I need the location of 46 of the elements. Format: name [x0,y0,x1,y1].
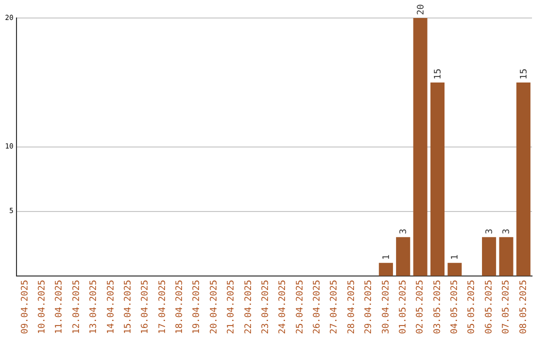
data-label: 15 [519,68,530,80]
bar [413,18,428,276]
bar [499,237,514,276]
x-tick-label: 04.05.2025 [450,280,460,334]
data-label: 20 [416,4,426,15]
data-label: 1 [450,254,461,260]
x-tick-label: 27.04.2025 [330,280,340,334]
bar [516,82,530,276]
bar [378,262,393,276]
x-tick-label: 30.04.2025 [381,280,392,334]
bar [430,82,445,276]
x-tick-label: 10.04.2025 [38,280,48,334]
data-label: 1 [382,254,392,260]
x-tick-label: 25.04.2025 [295,280,306,334]
data-label: 3 [502,228,512,234]
x-tick-label: 28.04.2025 [346,280,357,334]
data-label: 15 [433,68,444,80]
data-label: 3 [485,228,496,234]
x-tick-label: 18.04.2025 [175,280,186,334]
x-tick-label: 03.05.2025 [432,280,443,334]
x-tick-label: 05.05.2025 [467,280,478,334]
x-tick-label: 16.04.2025 [140,280,151,334]
x-tick-label: 02.05.2025 [416,280,426,334]
x-tick-label: 15.04.2025 [123,280,134,334]
x-tick-label: 07.05.2025 [502,280,512,334]
x-tick-label: 13.04.2025 [89,280,100,334]
x-tick-label: 08.05.2025 [518,280,529,334]
x-tick-label: 22.04.2025 [244,280,254,334]
x-tick-label: 01.05.2025 [398,280,408,334]
x-tick-label: 19.04.2025 [192,280,202,334]
x-tick-label: 14.04.2025 [106,280,116,334]
data-label: 3 [399,228,410,234]
bar [482,237,496,276]
x-tick-label: 26.04.2025 [312,280,323,334]
x-tick-label: 12.04.2025 [72,280,82,334]
x-tick-label: 17.04.2025 [158,280,168,334]
bar [448,262,462,276]
x-tick-label: 24.04.2025 [278,280,288,334]
x-tick-label: 23.04.2025 [260,280,271,334]
x-tick-label: 11.04.2025 [54,280,65,334]
x-tick-label: 21.04.2025 [226,280,237,334]
x-tick-label: 09.04.2025 [20,280,30,334]
bar [396,237,410,276]
x-tick-label: 06.05.2025 [484,280,494,334]
x-tick-label: 20.04.2025 [209,280,220,334]
x-tick-label: 29.04.2025 [364,280,374,334]
